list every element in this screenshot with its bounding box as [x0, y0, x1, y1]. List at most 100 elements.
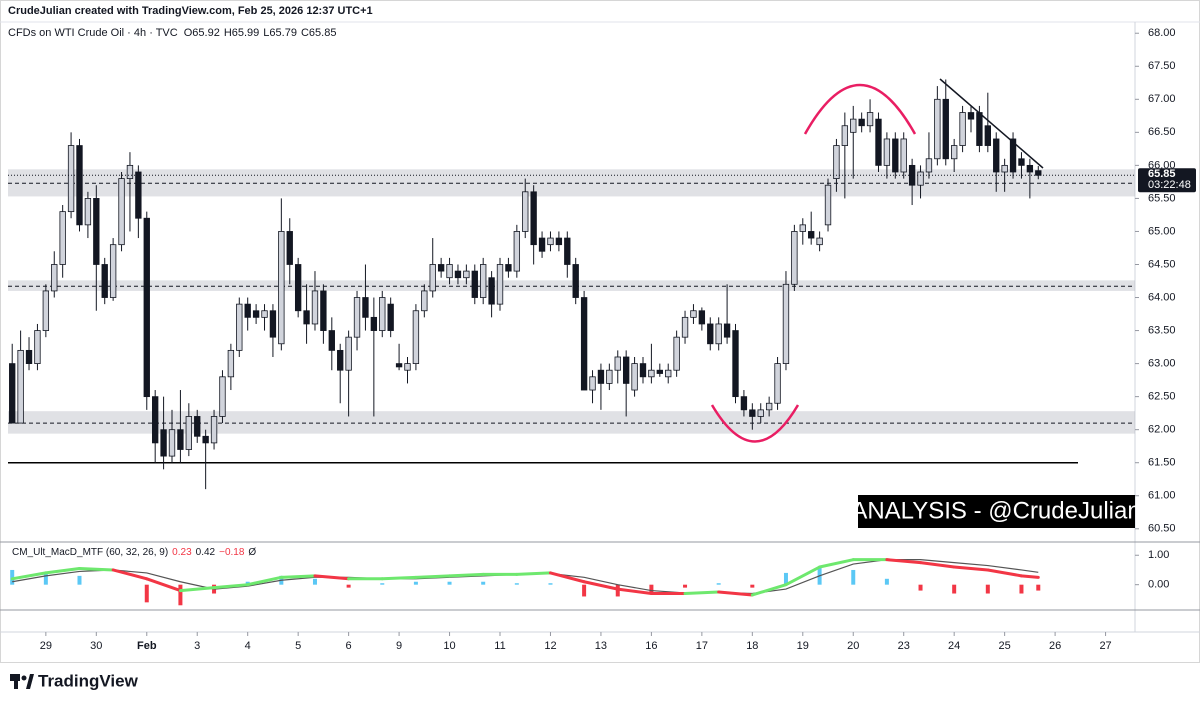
y-tick-label: 66.00	[1148, 159, 1176, 171]
trend-line	[939, 78, 1044, 169]
y-tick-label: 65.50	[1148, 192, 1176, 204]
macd-segment	[111, 568, 149, 581]
candle-body	[656, 369, 663, 374]
y-tick-label: 63.00	[1148, 358, 1176, 370]
macd-segment	[313, 574, 351, 581]
ohlc-value: 65.79	[269, 27, 297, 39]
indicator-legend: CM_Ult_MacD_MTF (60, 32, 26, 9) 0.23 0.42−…	[12, 547, 256, 558]
y-tick-label: 64.50	[1148, 258, 1176, 270]
indicator-y-tick-label: 1.00	[1148, 549, 1169, 561]
macd-segment	[986, 568, 1023, 578]
x-tick-label: 13	[595, 640, 607, 652]
candle-body	[665, 369, 672, 378]
histogram-bar	[1019, 584, 1024, 594]
macd-segment	[414, 574, 452, 579]
ohlc-field: O	[184, 27, 193, 39]
candle-body	[160, 429, 167, 457]
histogram-bar	[514, 583, 519, 585]
x-tick-label: 30	[90, 640, 102, 652]
candle-body	[950, 145, 958, 160]
macd-segment	[178, 586, 216, 593]
candle-body	[690, 310, 697, 318]
candle-body	[892, 138, 899, 173]
candle-body	[454, 270, 462, 279]
candle-body	[942, 98, 949, 160]
ohlc-field: L	[263, 27, 269, 39]
candle-body	[303, 310, 310, 325]
x-tick-label: 9	[396, 640, 402, 652]
candle-body	[622, 356, 630, 384]
candle-body	[765, 402, 773, 411]
histogram-bar	[952, 584, 957, 594]
histogram-bar	[43, 572, 48, 585]
macd-segment	[582, 580, 620, 591]
candle-body	[236, 303, 243, 351]
candle-body	[681, 316, 689, 338]
candle-body	[219, 376, 226, 417]
candle-body	[412, 310, 420, 365]
footer-brand: TradingView	[38, 671, 139, 690]
candle-body	[269, 310, 277, 338]
candle-body	[740, 396, 748, 411]
candle-body	[900, 138, 907, 173]
plot: 60.5061.0061.5062.0062.5063.0063.5064.00…	[8, 27, 1196, 652]
ohlc-value: 65.85	[309, 27, 337, 39]
candle-body	[1026, 164, 1034, 173]
histogram-bar	[918, 584, 923, 591]
candle-body	[883, 138, 891, 166]
candle-body	[404, 363, 411, 371]
candle-body	[555, 237, 563, 246]
ohlc-field: C	[301, 27, 309, 39]
candle-body	[118, 178, 125, 246]
candle-body	[808, 231, 815, 239]
histogram-bar	[346, 584, 351, 588]
candle-body	[993, 138, 1000, 173]
candle-body	[589, 376, 596, 391]
candle-body	[875, 118, 882, 166]
histogram-bar	[144, 584, 149, 603]
histogram-bar	[716, 583, 721, 585]
candle-body	[202, 435, 209, 444]
x-tick-label: 29	[40, 640, 52, 652]
candle-body	[362, 297, 369, 318]
candle-body	[976, 112, 983, 146]
candle-body	[286, 231, 293, 265]
candle-body	[580, 297, 588, 391]
x-tick-label: 17	[696, 640, 708, 652]
y-tick-label: 63.50	[1148, 324, 1176, 336]
histogram-bar	[884, 578, 889, 585]
histogram-bar	[683, 584, 688, 588]
y-tick-label: 61.00	[1148, 490, 1176, 502]
candle-body	[530, 191, 537, 246]
macd-segment	[616, 587, 653, 596]
candle-body	[782, 283, 790, 365]
candle-body	[471, 270, 478, 298]
candle-body	[572, 264, 579, 298]
candle-body	[513, 231, 521, 272]
indicator-value: 0.42	[196, 547, 216, 558]
indicator-suffix: Ø	[248, 547, 256, 558]
candle-body	[1001, 164, 1008, 173]
candle-body	[480, 264, 487, 298]
candle-body	[320, 290, 327, 331]
x-tick-label: 16	[645, 640, 657, 652]
candle-body	[833, 145, 840, 179]
candle-body	[749, 409, 756, 417]
histogram-bar	[312, 578, 317, 585]
candle-body	[101, 264, 108, 298]
candle-body	[51, 264, 58, 292]
candle-body	[698, 310, 706, 325]
x-tick-label: 25	[999, 640, 1011, 652]
candle-body	[648, 369, 655, 378]
histogram-bar	[750, 584, 755, 588]
symbol: CFDs on WTI Crude Oil · 4h · TVC	[8, 27, 178, 39]
candle-body	[126, 164, 134, 179]
x-tick-label: 4	[245, 640, 251, 652]
candle-body	[311, 290, 319, 325]
candle-body	[395, 363, 403, 368]
candle-body	[757, 409, 764, 417]
candle-body	[143, 217, 150, 398]
candle-body	[227, 349, 235, 378]
candle-body	[715, 323, 722, 345]
candle-body	[210, 416, 218, 444]
